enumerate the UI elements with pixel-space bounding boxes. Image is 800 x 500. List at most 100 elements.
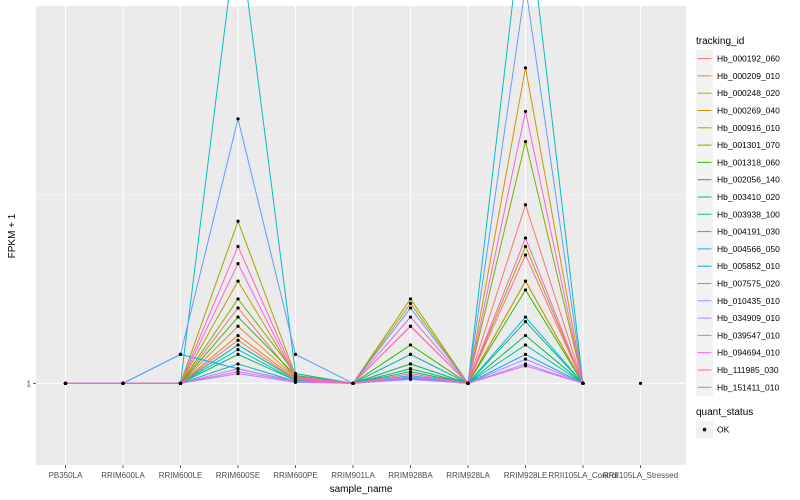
data-point bbox=[121, 381, 125, 385]
data-point bbox=[236, 306, 240, 310]
x-tick-label: RRIM600SE bbox=[216, 471, 260, 480]
data-point bbox=[236, 370, 240, 374]
legend-label: Hb_000248_020 bbox=[717, 88, 780, 98]
data-point bbox=[236, 338, 240, 342]
data-point bbox=[236, 367, 240, 371]
legend-label: Hb_005852_010 bbox=[717, 261, 780, 271]
series-line-Hb_007575_020 bbox=[65, 0, 584, 385]
data-point bbox=[523, 66, 528, 70]
legend-label: Hb_003938_100 bbox=[717, 209, 780, 219]
data-point bbox=[408, 352, 413, 356]
data-point bbox=[523, 236, 528, 240]
y-axis-title: FPKM + 1 bbox=[7, 213, 18, 258]
data-point bbox=[408, 367, 413, 371]
legend-label: Hb_007575_020 bbox=[717, 279, 780, 289]
legend-label: Hb_003410_020 bbox=[717, 192, 780, 202]
legend-label: Hb_111985_030 bbox=[717, 365, 779, 375]
legend-label: Hb_001318_060 bbox=[717, 157, 780, 167]
legend-label: Hb_002056_140 bbox=[717, 175, 780, 185]
status-legend-items: OK bbox=[696, 421, 730, 438]
x-tick-label: RRII105LA_Stressed bbox=[603, 471, 678, 480]
legend-items: Hb_000192_060 Hb_000209_010 Hb_000248_020 H… bbox=[696, 50, 780, 396]
data-point bbox=[466, 381, 470, 385]
data-point bbox=[63, 381, 68, 385]
x-axis-title: sample_name bbox=[330, 484, 393, 495]
data-point bbox=[408, 306, 413, 310]
legend-label: Hb_000269_040 bbox=[717, 106, 780, 116]
data-point bbox=[523, 333, 528, 338]
data-point bbox=[523, 279, 528, 283]
plot-panel bbox=[36, 6, 686, 465]
data-point bbox=[638, 381, 643, 385]
legend-label: Hb_039547_010 bbox=[717, 330, 780, 340]
data-point bbox=[293, 377, 298, 382]
data-point bbox=[523, 288, 528, 292]
x-tick-label: RRIM928LE bbox=[504, 471, 548, 480]
data-point bbox=[523, 352, 528, 356]
data-point bbox=[408, 297, 413, 301]
legend-label: Hb_001301_070 bbox=[717, 140, 780, 150]
data-point bbox=[293, 374, 298, 379]
x-tick-label: RRII105LA_Control bbox=[548, 471, 618, 480]
legend-label: Hb_004566_050 bbox=[717, 244, 780, 254]
data-points bbox=[63, 66, 643, 385]
data-point bbox=[236, 362, 240, 366]
data-point bbox=[351, 381, 355, 385]
legend-label: Hb_010435_010 bbox=[717, 296, 780, 306]
data-point bbox=[523, 357, 528, 361]
data-point bbox=[236, 333, 240, 338]
x-tick-label: RRIM901LA bbox=[331, 471, 375, 480]
data-point bbox=[408, 362, 413, 366]
data-point bbox=[408, 371, 413, 376]
legend-label: Hb_000209_010 bbox=[717, 71, 780, 81]
data-point bbox=[236, 244, 240, 249]
x-tick-label: RRIM600LA bbox=[101, 471, 145, 480]
data-point bbox=[236, 315, 240, 319]
x-tick-label: RRIM928LA bbox=[446, 471, 490, 480]
data-point bbox=[236, 352, 240, 356]
data-point bbox=[523, 109, 528, 114]
data-point bbox=[408, 374, 413, 379]
data-point bbox=[523, 364, 528, 368]
data-point bbox=[408, 324, 413, 328]
status-legend-point bbox=[702, 427, 707, 432]
legend-label: Hb_151411_010 bbox=[717, 382, 780, 392]
data-point bbox=[408, 301, 413, 306]
data-point bbox=[408, 343, 413, 347]
legend-label: Hb_004191_030 bbox=[717, 227, 780, 237]
data-point bbox=[523, 203, 528, 207]
series-lines bbox=[65, 0, 584, 385]
status-legend-label: OK bbox=[717, 425, 730, 435]
y-tick-label: 1 bbox=[27, 379, 32, 388]
legend: tracking_id Hb_000192_060Hb_000209_010Hb… bbox=[696, 36, 780, 438]
x-tick-label: RRIM928BA bbox=[388, 471, 433, 480]
x-tick-label: PB350LA bbox=[49, 471, 83, 480]
data-point bbox=[408, 315, 413, 319]
legend-label: Hb_034909_010 bbox=[717, 313, 780, 323]
data-point bbox=[236, 219, 240, 223]
x-tick-label: RRIM600LE bbox=[159, 471, 203, 480]
legend-label: Hb_000192_060 bbox=[717, 54, 780, 64]
legend-label: Hb_000916_010 bbox=[717, 123, 780, 133]
data-point bbox=[523, 315, 528, 319]
data-point bbox=[523, 139, 528, 144]
data-point bbox=[293, 352, 298, 356]
data-point bbox=[236, 117, 240, 121]
y-axis-ticks: 1 bbox=[27, 379, 36, 388]
data-point bbox=[523, 320, 528, 324]
data-point bbox=[293, 371, 298, 376]
x-axis-ticks: PB350LA RRIM600LA RRIM600LE RRIM600SE RRIM60… bbox=[49, 465, 678, 480]
data-point bbox=[178, 352, 183, 356]
legend-title-status: quant_status bbox=[696, 407, 753, 418]
series-line-Hb_151411_010 bbox=[65, 253, 584, 384]
legend-title-tracking: tracking_id bbox=[696, 36, 744, 47]
data-point bbox=[178, 381, 183, 385]
data-point bbox=[236, 324, 240, 328]
legend-label: Hb_094694_010 bbox=[717, 348, 780, 358]
data-point bbox=[523, 253, 528, 257]
data-point bbox=[523, 244, 528, 249]
data-point bbox=[236, 343, 240, 347]
data-point bbox=[523, 343, 528, 347]
data-point bbox=[236, 262, 240, 266]
